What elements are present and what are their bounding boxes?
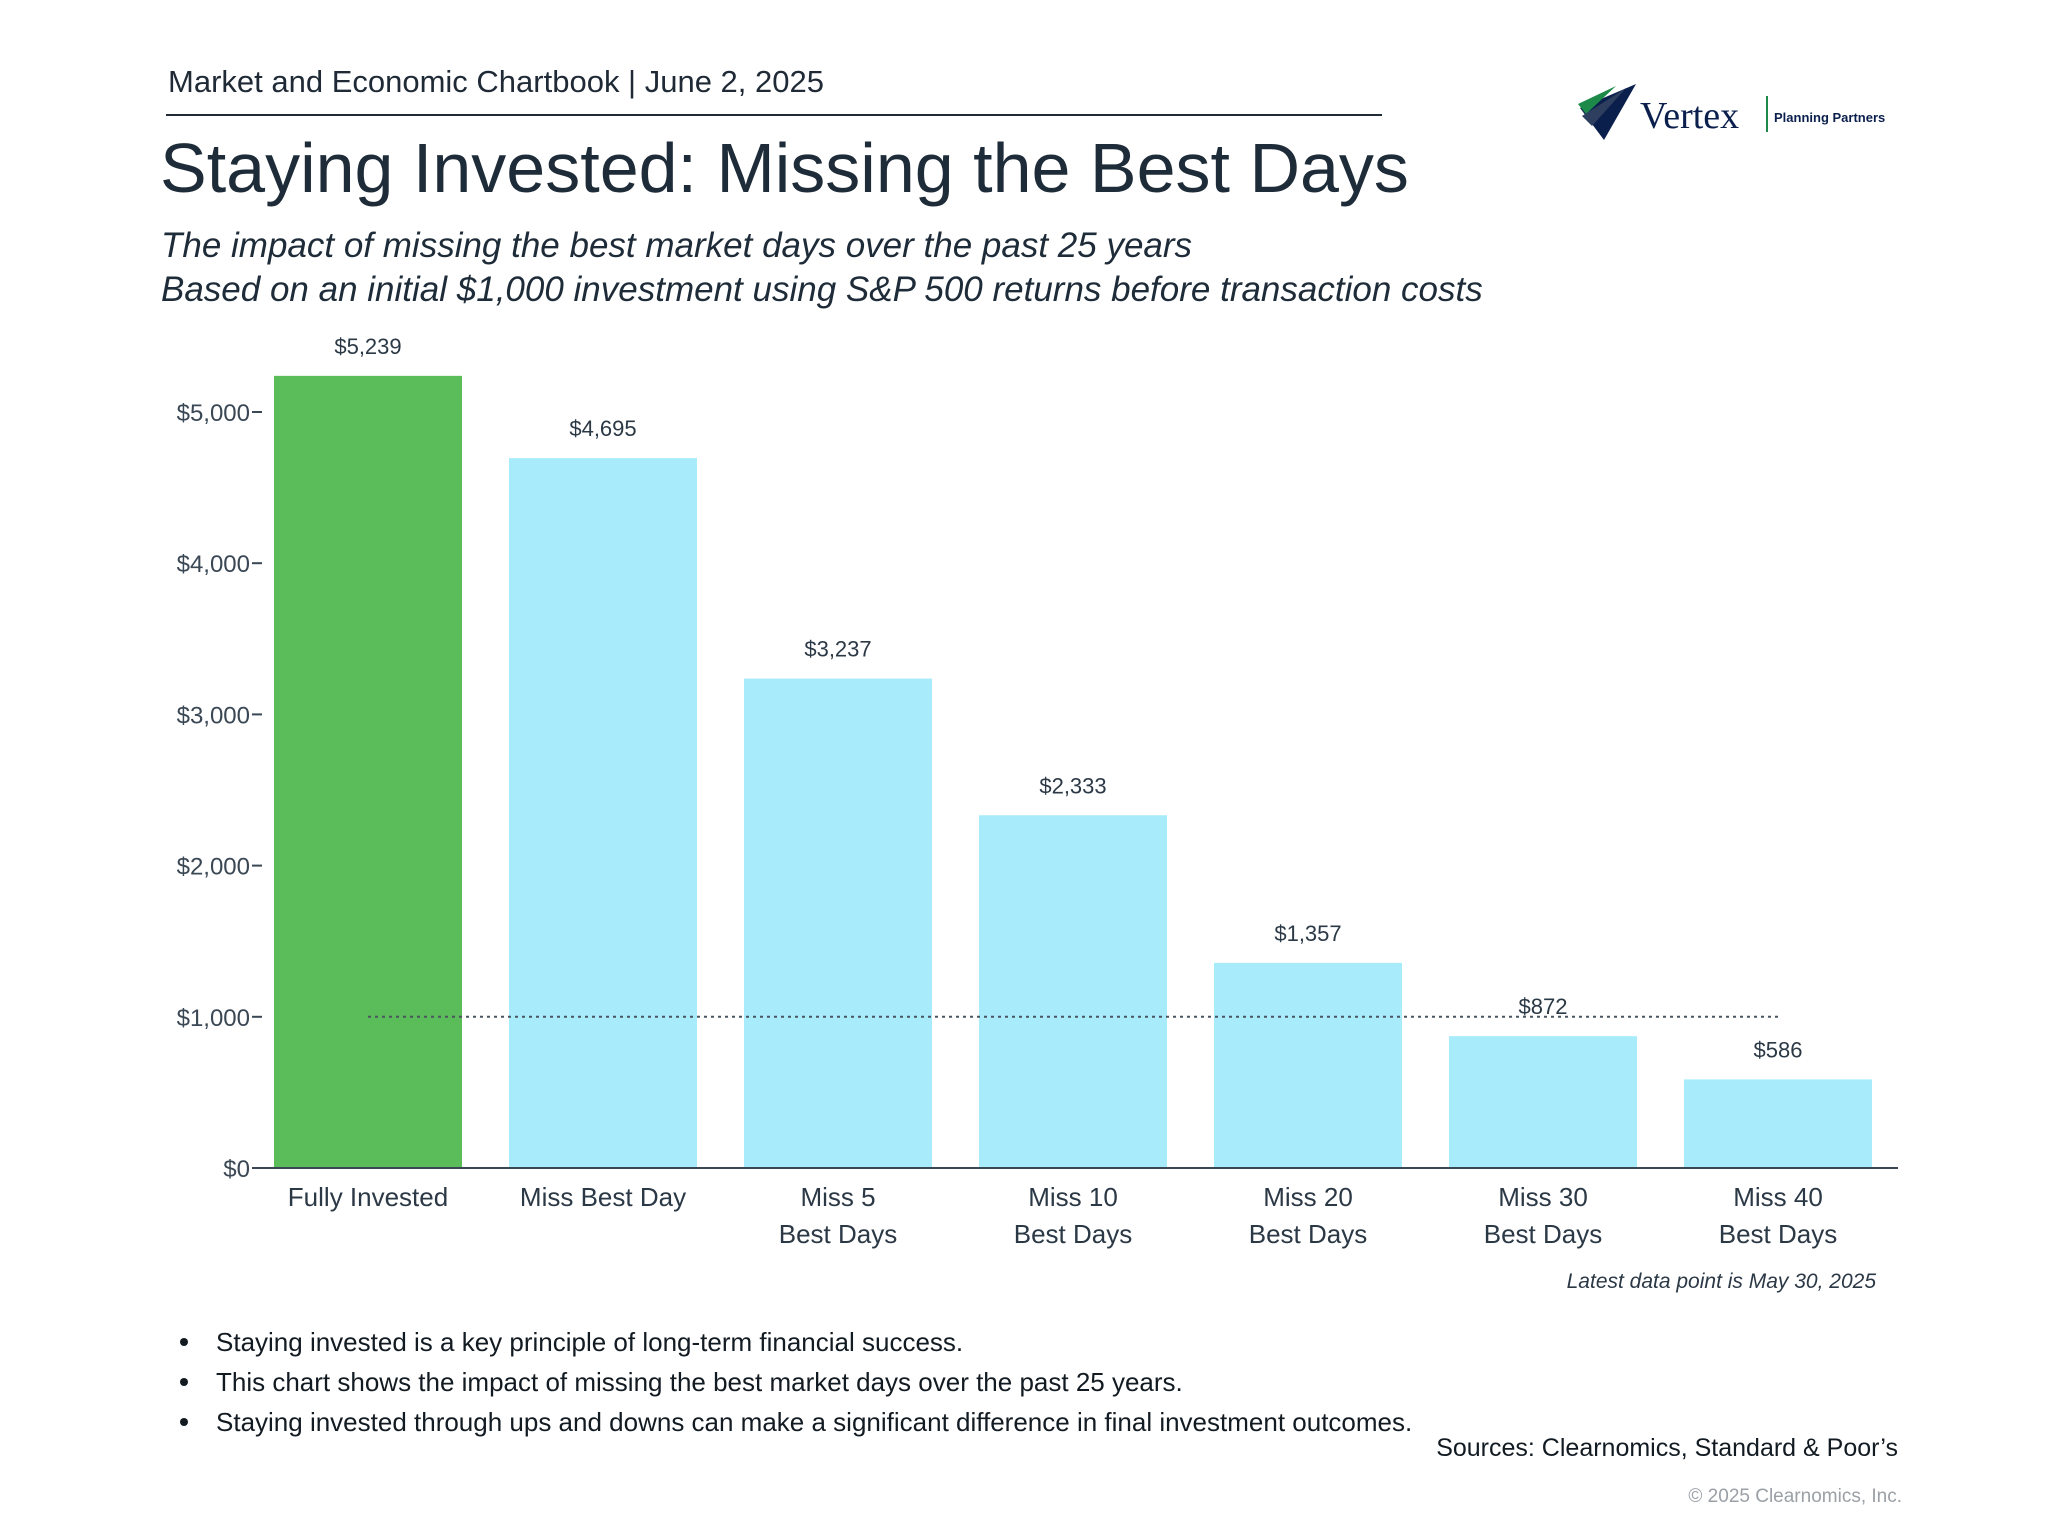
logo-tagline: Planning Partners	[1774, 110, 1885, 125]
header-divider	[166, 114, 1382, 116]
x-category-label: Best Days	[1484, 1219, 1603, 1249]
logo-divider	[1766, 96, 1768, 132]
bar-value-label: $2,333	[1039, 773, 1106, 798]
bar-value-label: $1,357	[1274, 921, 1341, 946]
key-point-1: Staying invested is a key principle of l…	[178, 1322, 1412, 1362]
bar-value-label: $5,239	[334, 334, 401, 359]
y-tick-label: $2,000	[177, 854, 250, 881]
bar	[979, 815, 1167, 1168]
bar-value-label: $4,695	[569, 416, 636, 441]
bar	[1214, 962, 1402, 1168]
x-category-label: Best Days	[1719, 1219, 1838, 1249]
bar	[744, 678, 932, 1168]
vertex-logo: Vertex Planning Partners	[1578, 84, 1885, 140]
y-tick-label: $4,000	[177, 551, 250, 578]
key-point-3: Staying invested through ups and downs c…	[178, 1402, 1412, 1442]
x-category-label: Miss 5	[800, 1182, 875, 1212]
copyright-note: © 2025 Clearnomics, Inc.	[1688, 1486, 1902, 1507]
bar	[274, 375, 462, 1169]
subtitle-line-1: The impact of missing the best market da…	[161, 226, 1193, 265]
latest-data-note: Latest data point is May 30, 2025	[1566, 1270, 1876, 1293]
bar	[509, 458, 697, 1169]
bar	[1449, 1036, 1637, 1168]
x-category-label: Best Days	[779, 1219, 898, 1249]
vertex-logo-mark	[1578, 84, 1636, 140]
sources-note: Sources: Clearnomics, Standard & Poor’s	[1436, 1434, 1898, 1462]
chartbook-header: Market and Economic Chartbook | June 2, …	[168, 64, 824, 99]
x-category-label: Miss Best Day	[520, 1182, 686, 1212]
x-category-label: Miss 30	[1498, 1182, 1588, 1212]
x-category-label: Best Days	[1249, 1219, 1368, 1249]
key-point-2: This chart shows the impact of missing t…	[178, 1362, 1412, 1402]
bar-value-label: $872	[1519, 994, 1568, 1019]
y-tick-label: $1,000	[177, 1005, 250, 1032]
y-tick-label: $3,000	[177, 702, 250, 729]
y-tick-label: $5,000	[177, 400, 250, 427]
bar	[1684, 1079, 1872, 1168]
bar-value-label: $586	[1754, 1037, 1803, 1062]
key-points-list: Staying invested is a key principle of l…	[178, 1322, 1412, 1442]
x-category-label: Miss 10	[1028, 1182, 1118, 1212]
x-category-label: Miss 20	[1263, 1182, 1353, 1212]
subtitle-line-2: Based on an initial $1,000 investment us…	[161, 270, 1483, 309]
x-category-label: Fully Invested	[288, 1182, 448, 1212]
page-title: Staying Invested: Missing the Best Days	[160, 129, 1409, 207]
x-category-label: Best Days	[1014, 1219, 1133, 1249]
bar-value-label: $3,237	[804, 637, 871, 662]
y-tick-label: $0	[223, 1156, 250, 1183]
x-category-label: Miss 40	[1733, 1182, 1823, 1212]
logo-brand: Vertex	[1640, 95, 1739, 137]
